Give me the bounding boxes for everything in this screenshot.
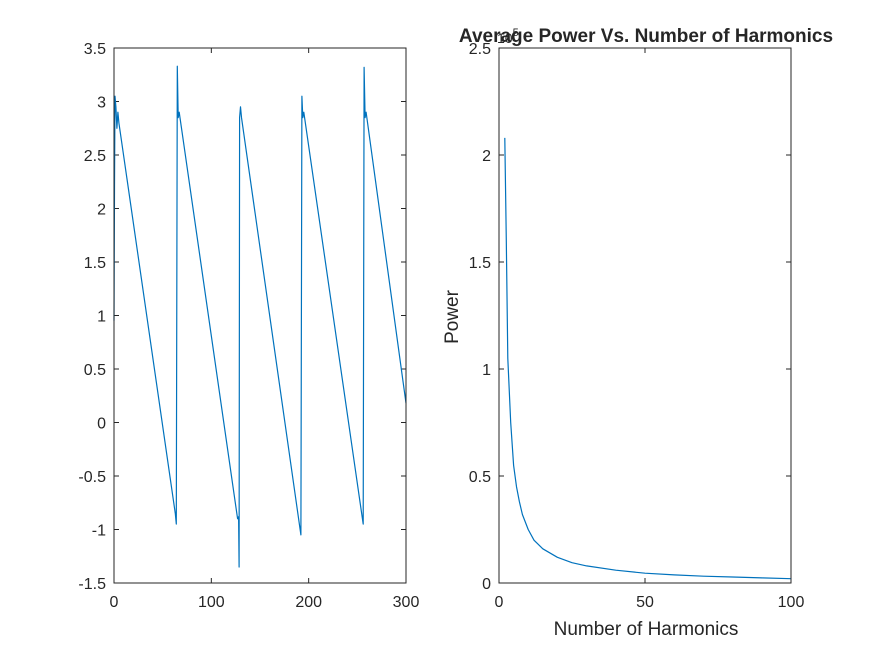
right-y-tick-label: 2.5 [469, 41, 491, 58]
left-y-tick-label: 2.5 [84, 148, 106, 165]
right-y-tick-label: 0 [482, 576, 491, 593]
right-x-tick-label: 100 [778, 594, 805, 611]
right-plot-tick-labels: 0 50 100 0 0.5 1 1.5 2 2.5 [469, 41, 805, 611]
right-x-tick-label: 0 [495, 594, 504, 611]
right-plot-y-axis-label: Power [442, 289, 463, 344]
right-plot-y-exponent: 105 [497, 27, 519, 46]
left-y-tick-label: -1 [92, 523, 106, 540]
right-plot-title: Average Power Vs. Number of Harmonics [459, 26, 833, 47]
right-y-tick-label: 2 [482, 148, 491, 165]
right-plot-frame [498, 47, 792, 584]
left-series-line [113, 65, 407, 568]
right-y-tick-label: 0.5 [469, 469, 491, 486]
left-y-tick-label: 0 [97, 416, 106, 433]
left-plot-tick-labels: 0 100 200 300 -1.5 -1 -0.5 0 0.5 1 1.5 2 2.5 3 3.5 [78, 41, 419, 611]
left-y-tick-label: 3.5 [84, 41, 106, 58]
left-x-tick-label: 300 [393, 594, 420, 611]
left-plot-frame [113, 47, 407, 584]
left-y-tick-label: 1.5 [84, 255, 106, 272]
left-y-tick-label: -1.5 [78, 576, 106, 593]
right-plot-lines [504, 137, 792, 580]
left-y-tick-label: 1 [97, 309, 106, 326]
left-y-tick-label: 0.5 [84, 362, 106, 379]
right-y-tick-label: 1 [482, 362, 491, 379]
exponent-power: 5 [513, 27, 519, 39]
right-plot-x-axis-label: Number of Harmonics [554, 619, 739, 640]
left-y-tick-label: 3 [97, 95, 106, 112]
right-plot: 0 50 100 0 0.5 1 1.5 2 2.5 [469, 41, 805, 611]
left-y-tick-label: 2 [97, 202, 106, 219]
left-plot-lines [113, 65, 407, 568]
left-plot: 0 100 200 300 -1.5 -1 -0.5 0 0.5 1 1.5 2 2.5 3 3.5 [78, 41, 419, 611]
left-y-tick-label: -0.5 [78, 469, 106, 486]
left-x-tick-label: 100 [198, 594, 225, 611]
left-x-tick-label: 0 [110, 594, 119, 611]
right-y-tick-label: 1.5 [469, 255, 491, 272]
left-x-tick-label: 200 [295, 594, 322, 611]
right-x-tick-label: 50 [636, 594, 654, 611]
exponent-base: 10 [497, 30, 513, 46]
right-series-line [504, 137, 792, 580]
